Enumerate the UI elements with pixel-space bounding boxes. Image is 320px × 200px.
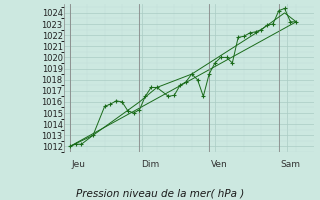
- Text: Pression niveau de la mer( hPa ): Pression niveau de la mer( hPa ): [76, 188, 244, 198]
- Text: Dim: Dim: [141, 160, 159, 169]
- Text: Sam: Sam: [280, 160, 300, 169]
- Text: Jeu: Jeu: [71, 160, 85, 169]
- Text: Ven: Ven: [211, 160, 228, 169]
